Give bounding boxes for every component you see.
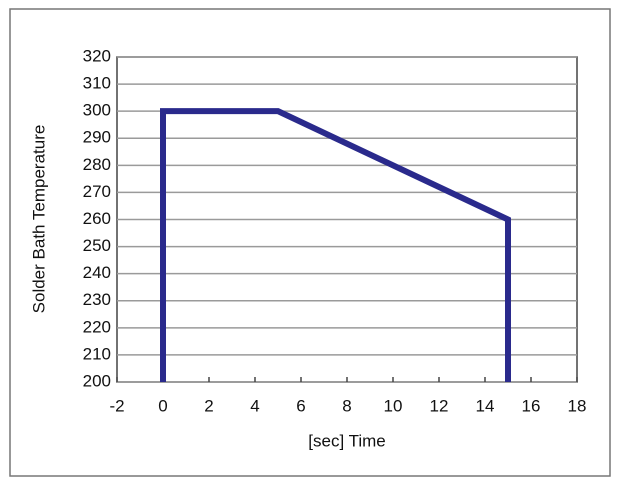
y-tick-label: 320 xyxy=(83,46,111,65)
x-tick-label: 14 xyxy=(476,396,495,415)
y-tick-label: 240 xyxy=(83,263,111,282)
x-tick-label: 18 xyxy=(568,396,587,415)
y-tick-label: 270 xyxy=(83,182,111,201)
x-tick-label: 12 xyxy=(430,396,449,415)
x-tick-label: 16 xyxy=(522,396,541,415)
x-tick-label: 6 xyxy=(296,396,305,415)
y-tick-label: 210 xyxy=(83,344,111,363)
y-tick-label: 310 xyxy=(83,74,111,93)
y-tick-label: 250 xyxy=(83,236,111,255)
y-axis-label: Solder Bath Temperature xyxy=(29,125,48,314)
x-tick-label: 10 xyxy=(384,396,403,415)
y-tick-label: 200 xyxy=(83,371,111,390)
y-tick-label: 300 xyxy=(83,101,111,120)
x-tick-label: 4 xyxy=(250,396,259,415)
x-tick-label: 2 xyxy=(204,396,213,415)
y-tick-label: 260 xyxy=(83,209,111,228)
data-line xyxy=(160,108,511,382)
y-tick-label: 280 xyxy=(83,155,111,174)
y-tick-label: 220 xyxy=(83,317,111,336)
x-tick-label: 8 xyxy=(342,396,351,415)
x-tick-label: 0 xyxy=(158,396,167,415)
x-tick-label: -2 xyxy=(109,396,124,415)
y-tick-label: 290 xyxy=(83,128,111,147)
y-tick-label: 230 xyxy=(83,290,111,309)
x-axis-label: [sec] Time xyxy=(308,431,385,450)
